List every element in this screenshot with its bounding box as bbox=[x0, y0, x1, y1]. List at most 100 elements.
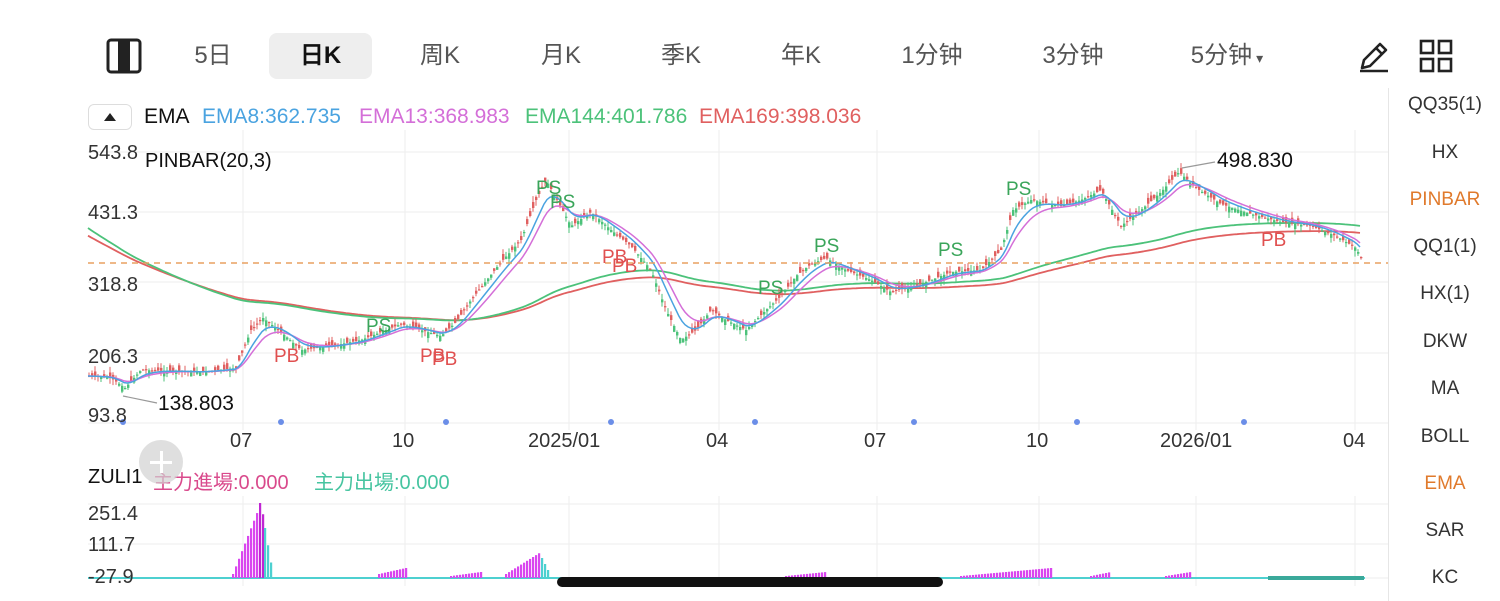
candle-body bbox=[1210, 192, 1213, 198]
flow-bar bbox=[399, 569, 402, 578]
flow-bar bbox=[1183, 573, 1186, 578]
sidebar-item-sar[interactable]: SAR bbox=[1425, 520, 1465, 541]
sidebar-item-pinbar[interactable]: PINBAR bbox=[1409, 189, 1481, 210]
candle-body bbox=[1279, 221, 1282, 225]
candle-body bbox=[487, 278, 490, 282]
flow-bar bbox=[794, 575, 797, 578]
flow-bar bbox=[990, 573, 993, 578]
tab-quarterly-k[interactable]: 季K bbox=[641, 33, 721, 79]
layout-toggle-icon[interactable] bbox=[106, 38, 142, 74]
candle-body bbox=[895, 289, 898, 291]
candle-body bbox=[1339, 238, 1342, 240]
tab-weekly-k[interactable]: 周K bbox=[400, 33, 480, 79]
event-marker bbox=[120, 419, 126, 425]
sidebar-item-qq35[interactable]: QQ35(1) bbox=[1408, 94, 1482, 115]
candle-body bbox=[589, 209, 592, 213]
add-indicator-button[interactable] bbox=[139, 440, 183, 484]
ema169-line bbox=[87, 230, 1361, 322]
candle-body bbox=[157, 367, 160, 371]
grid-layout-icon[interactable] bbox=[1418, 38, 1454, 74]
sidebar-item-boll[interactable]: BOLL bbox=[1420, 426, 1470, 447]
candle-body bbox=[787, 282, 790, 287]
flow-bar bbox=[1035, 569, 1038, 578]
sidebar-item-qq1[interactable]: QQ1(1) bbox=[1413, 236, 1477, 257]
flow-bar bbox=[396, 570, 399, 578]
candle-body bbox=[439, 335, 442, 342]
flow-bar bbox=[238, 558, 241, 578]
sidebar-item-ma[interactable]: MA bbox=[1430, 378, 1460, 399]
candle-body bbox=[688, 334, 691, 336]
collapse-indicator-button[interactable] bbox=[88, 104, 132, 130]
candle-body bbox=[1024, 203, 1027, 205]
flow-bar bbox=[384, 572, 387, 578]
sidebar-item-hx[interactable]: HX bbox=[1431, 142, 1459, 163]
candle-body bbox=[1177, 173, 1180, 175]
candle-body bbox=[205, 371, 208, 376]
candle-body bbox=[196, 371, 199, 374]
ps-signal: PS bbox=[366, 316, 392, 337]
ps-signal: PS bbox=[550, 192, 576, 213]
candle-body bbox=[775, 298, 778, 301]
sidebar-item-kc[interactable]: KC bbox=[1431, 567, 1459, 588]
sub-indicator-name: ZULI1 bbox=[88, 466, 143, 488]
candle-body bbox=[865, 278, 868, 280]
flow-bar bbox=[508, 572, 511, 578]
sidebar-item-dkw[interactable]: DKW bbox=[1422, 331, 1468, 352]
tab-3min[interactable]: 3分钟 bbox=[1021, 33, 1125, 79]
candle-body bbox=[514, 246, 517, 252]
candle-body bbox=[295, 344, 298, 346]
candle-body bbox=[490, 274, 493, 278]
candle-body bbox=[730, 322, 733, 324]
candle-body bbox=[154, 369, 157, 372]
tab-daily-k[interactable]: 日K bbox=[269, 33, 372, 79]
tab-yearly-k[interactable]: 年K bbox=[761, 33, 841, 79]
candle-body bbox=[499, 263, 502, 265]
candle-body bbox=[538, 190, 541, 194]
flow-bar bbox=[987, 573, 990, 578]
tab-5day[interactable]: 5日 bbox=[178, 33, 248, 79]
candle-body bbox=[823, 255, 826, 259]
candlestick-chart[interactable] bbox=[0, 130, 1388, 440]
flow-bar bbox=[1011, 571, 1014, 578]
flow-bar bbox=[235, 566, 238, 578]
sidebar-item-ema[interactable]: EMA bbox=[1424, 473, 1466, 494]
flow-bar bbox=[465, 574, 468, 578]
event-marker bbox=[278, 419, 284, 425]
candle-body bbox=[1060, 200, 1063, 206]
candle-body bbox=[733, 324, 736, 330]
pb-signal: PB bbox=[432, 349, 458, 370]
pencil-draw-icon[interactable] bbox=[1356, 38, 1392, 74]
candle-body bbox=[622, 236, 625, 240]
tab-monthly-k[interactable]: 月K bbox=[521, 33, 601, 79]
candle-body bbox=[1201, 191, 1204, 194]
candle-body bbox=[721, 317, 724, 322]
tab-5min-dropdown[interactable]: 5分钟 ▾ bbox=[1168, 33, 1286, 79]
flow-bar bbox=[1177, 574, 1180, 578]
candle-body bbox=[766, 309, 769, 312]
candle-body bbox=[670, 315, 673, 320]
candle-body bbox=[199, 371, 202, 376]
ps-signal: PS bbox=[938, 240, 964, 261]
candle-body bbox=[604, 224, 607, 226]
candle-body bbox=[1243, 211, 1246, 216]
candle-body bbox=[1057, 201, 1060, 206]
candle-body bbox=[331, 340, 334, 346]
candle-body bbox=[640, 258, 643, 263]
candle-body bbox=[1162, 189, 1165, 195]
candle-body bbox=[376, 333, 379, 335]
candle-body bbox=[505, 256, 508, 259]
candle-body bbox=[1183, 176, 1186, 180]
candle-body bbox=[559, 200, 562, 206]
candle-body bbox=[736, 325, 739, 327]
candle-body bbox=[1321, 230, 1324, 232]
y-axis-label: 431.3 bbox=[88, 202, 139, 224]
candle-body bbox=[355, 336, 358, 341]
candle-body bbox=[616, 234, 619, 236]
sidebar-item-hx1[interactable]: HX(1) bbox=[1420, 283, 1470, 304]
tab-1min[interactable]: 1分钟 bbox=[880, 33, 984, 79]
candle-body bbox=[1105, 199, 1108, 201]
candle-body bbox=[562, 206, 565, 212]
flow-bar bbox=[1002, 572, 1005, 578]
candle-body bbox=[985, 259, 988, 265]
candle-body bbox=[109, 372, 112, 378]
